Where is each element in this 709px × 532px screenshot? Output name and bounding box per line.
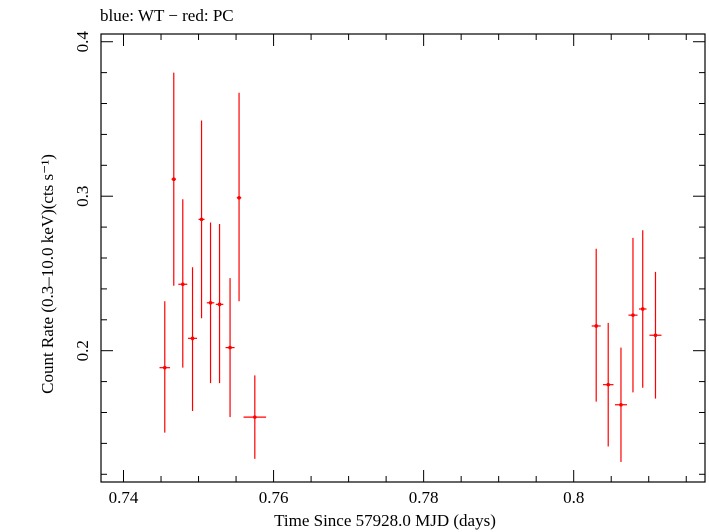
- data-point: [159, 301, 171, 433]
- plot-frame: [100, 33, 706, 483]
- point-marker: [253, 415, 257, 419]
- point-marker: [606, 382, 611, 387]
- point-marker: [594, 324, 599, 328]
- y-tick-label: 0.3: [73, 186, 92, 207]
- point-marker: [640, 307, 645, 311]
- point-marker: [653, 333, 658, 338]
- point-marker: [619, 402, 623, 407]
- point-marker: [162, 365, 167, 370]
- plot-border: [100, 33, 706, 483]
- x-axis: 0.74 0.76 0.78 0.8: [109, 34, 687, 507]
- point-marker: [217, 302, 222, 307]
- x-tick-label: 0.8: [563, 488, 584, 507]
- y-axis: 0.2 0.3 0.4: [73, 31, 705, 475]
- data-point: [628, 237, 638, 393]
- x-tick-label: 0.74: [109, 488, 139, 507]
- chart-title: blue: WT − red: PC: [100, 6, 234, 25]
- point-marker: [190, 336, 195, 341]
- data-point: [225, 278, 235, 418]
- point-marker: [237, 195, 241, 200]
- point-marker: [631, 313, 635, 317]
- data-point: [206, 222, 215, 384]
- point-marker: [228, 345, 232, 350]
- y-axis-label: Count Rate (0.3–10.0 keV)(cts s⁻¹): [38, 154, 57, 394]
- point-marker: [208, 301, 213, 305]
- data-point: [649, 271, 662, 399]
- data-point: [591, 248, 601, 402]
- x-tick-label: 0.76: [259, 488, 289, 507]
- data-point: [188, 267, 198, 411]
- point-marker: [199, 217, 204, 222]
- data-point: [243, 375, 267, 459]
- data-point: [178, 199, 188, 368]
- x-tick-label: 0.78: [409, 488, 439, 507]
- y-tick-label: 0.4: [73, 31, 92, 53]
- point-marker: [171, 177, 176, 182]
- x-axis-label: Time Since 57928.0 MJD (days): [274, 511, 496, 530]
- data-point: [638, 230, 647, 388]
- data-point: [198, 120, 205, 319]
- data-point: [614, 347, 627, 462]
- data-point: [602, 322, 614, 447]
- point-marker: [180, 282, 185, 287]
- data-point: [215, 224, 224, 384]
- data-points: [159, 72, 662, 462]
- data-point: [236, 92, 242, 302]
- data-point: [171, 72, 177, 286]
- y-tick-label: 0.2: [73, 340, 92, 361]
